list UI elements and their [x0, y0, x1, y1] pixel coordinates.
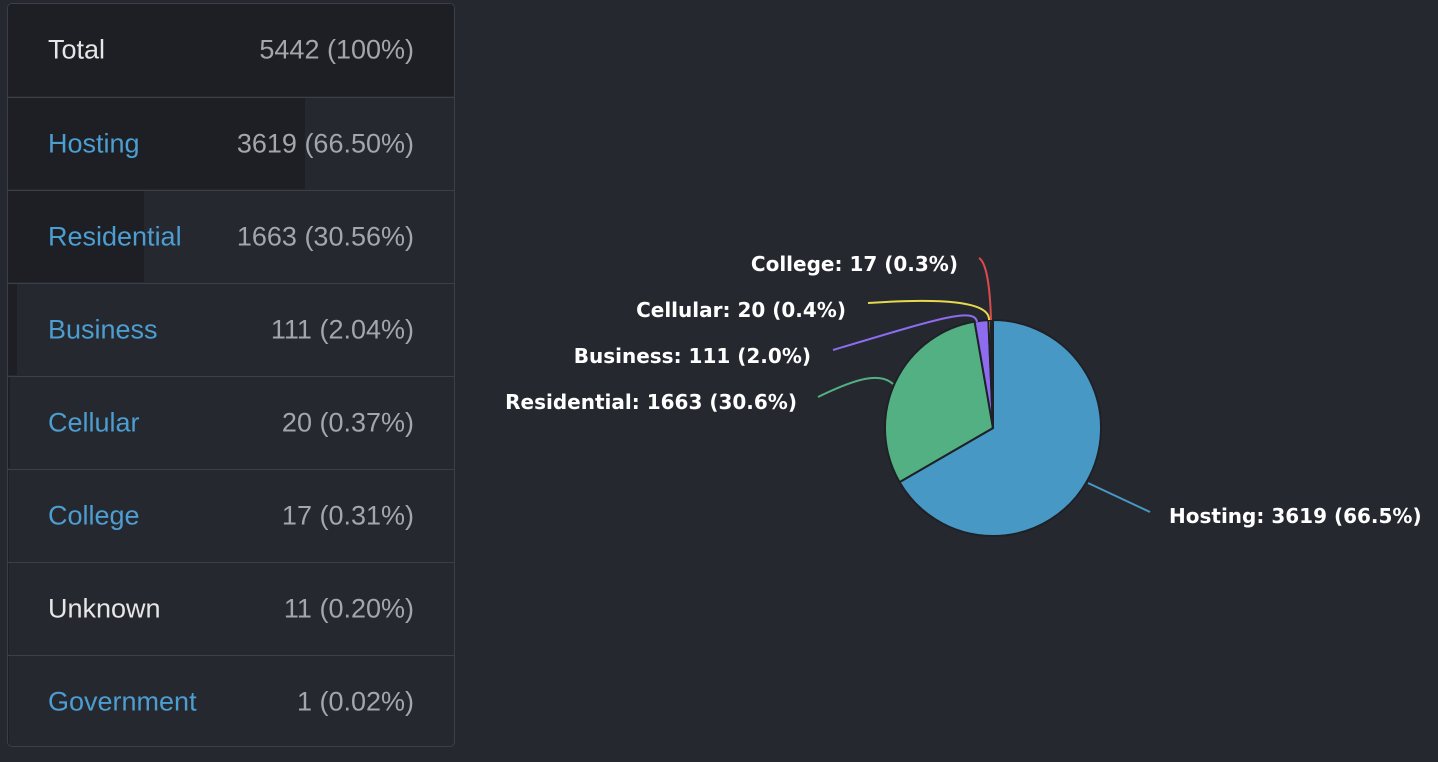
pie-data-label: Cellular: 20 (0.4%) [636, 298, 846, 322]
row-share-bar [8, 563, 9, 654]
row-value: 1 (0.02%) [296, 686, 414, 716]
row-link-label[interactable]: Business [48, 314, 158, 344]
row-value-total: 5442 (100%) [259, 34, 414, 65]
row-share-bar [8, 98, 305, 189]
table-row: Hosting 3619 (66.50%) [8, 97, 454, 189]
row-value: 20 (0.37%) [281, 407, 414, 437]
label-connector [1087, 482, 1151, 513]
row-share-bar [8, 191, 145, 282]
pie-data-label: Residential: 1663 (30.6%) [505, 390, 797, 414]
row-link-label[interactable]: Cellular [48, 407, 140, 437]
pie-slice-hosting[interactable] [898, 318, 1102, 537]
row-value: 17 (0.31%) [281, 500, 414, 530]
row-share-bar [8, 470, 10, 561]
table-row: Unknown 11 (0.20%) [8, 562, 454, 654]
row-value: 3619 (66.50%) [236, 128, 414, 158]
row-value: 111 (2.04%) [270, 314, 414, 344]
row-share-bar [8, 4, 454, 96]
row-link-label[interactable]: Residential [48, 221, 182, 251]
row-link-label[interactable]: Hosting [48, 128, 140, 158]
table-row: Cellular 20 (0.37%) [8, 376, 454, 468]
label-connector [817, 376, 894, 398]
row-value: 11 (0.20%) [283, 593, 414, 623]
row-label-total: Total [48, 34, 106, 65]
row-value: 1663 (30.56%) [236, 221, 414, 251]
row-share-bar [8, 377, 10, 468]
table-row: College 17 (0.31%) [8, 469, 454, 561]
label-connector [978, 257, 992, 321]
row-link-label[interactable]: Government [48, 686, 197, 716]
table-row: Government 1 (0.02%) [8, 655, 454, 746]
table-row-total: Total 5442 (100%) [8, 4, 454, 96]
row-link-label[interactable]: College [48, 500, 140, 530]
table-row: Business 111 (2.04%) [8, 283, 454, 375]
pie-slice-residential[interactable] [884, 320, 995, 484]
pie-data-label: College: 17 (0.3%) [751, 252, 958, 276]
label-connector [867, 299, 991, 321]
pie-slice-college[interactable] [989, 318, 994, 429]
pie-chart: Hosting: 3619 (66.5%) Residential: 1663 (… [505, 252, 1422, 537]
table-row: Residential 1663 (30.56%) [8, 190, 454, 282]
label-connector [832, 314, 978, 351]
pie-data-label: Business: 111 (2.0%) [574, 344, 811, 368]
stats-table: Total 5442 (100%) Hosting 3619 (66.50%) Re… [7, 3, 455, 747]
row-label: Unknown [48, 593, 161, 623]
row-share-bar [8, 284, 18, 375]
pie-data-label: Hosting: 3619 (66.5%) [1169, 504, 1422, 528]
